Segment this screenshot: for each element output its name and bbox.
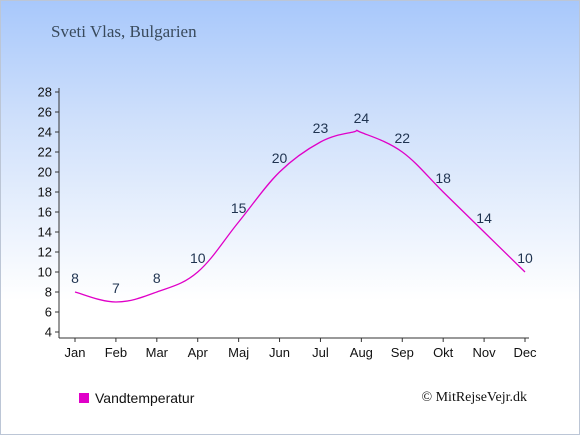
data-label: 24 bbox=[354, 110, 370, 126]
data-label: 10 bbox=[517, 250, 533, 266]
x-tick-label: Jan bbox=[65, 345, 86, 360]
x-tick-label: Jun bbox=[269, 345, 290, 360]
x-tick-label: Okt bbox=[433, 345, 454, 360]
y-tick-label: 4 bbox=[45, 325, 52, 340]
y-tick-label: 14 bbox=[38, 225, 52, 240]
location-title: Sveti Vlas, Bulgarien bbox=[51, 22, 197, 41]
data-label: 23 bbox=[313, 120, 329, 136]
y-tick-label: 20 bbox=[38, 165, 52, 180]
x-tick-label: Mar bbox=[146, 345, 169, 360]
legend-label: Vandtemperatur bbox=[95, 390, 195, 406]
copyright-notice: © MitRejseVejr.dk bbox=[421, 390, 527, 405]
y-tick-label: 26 bbox=[38, 105, 52, 120]
data-label: 7 bbox=[112, 280, 120, 296]
data-label: 8 bbox=[71, 270, 79, 286]
data-label: 20 bbox=[272, 150, 288, 166]
y-tick-label: 8 bbox=[45, 285, 52, 300]
data-label: 22 bbox=[394, 130, 410, 146]
y-tick-label: 10 bbox=[38, 265, 52, 280]
y-tick-label: 6 bbox=[45, 305, 52, 320]
y-tick-label: 24 bbox=[38, 125, 52, 140]
x-tick-label: Sep bbox=[391, 345, 414, 360]
x-tick-label: Aug bbox=[350, 345, 373, 360]
x-tick-label: Nov bbox=[473, 345, 497, 360]
data-label: 18 bbox=[435, 170, 451, 186]
legend-swatch bbox=[79, 393, 89, 403]
y-tick-label: 18 bbox=[38, 185, 52, 200]
y-tick-label: 16 bbox=[38, 205, 52, 220]
x-tick-label: Apr bbox=[188, 345, 209, 360]
data-label: 15 bbox=[231, 200, 247, 216]
data-label: 14 bbox=[476, 210, 492, 226]
y-tick-label: 12 bbox=[38, 245, 52, 260]
x-tick-label: Maj bbox=[228, 345, 249, 360]
water-temperature-line bbox=[74, 129, 526, 303]
y-tick-label: 22 bbox=[38, 145, 52, 160]
x-tick-label: Jul bbox=[312, 345, 329, 360]
x-tick-label: Dec bbox=[513, 345, 537, 360]
legend: Vandtemperatur bbox=[79, 390, 194, 406]
x-tick-label: Feb bbox=[105, 345, 127, 360]
data-label: 10 bbox=[190, 250, 206, 266]
data-label: 8 bbox=[153, 270, 161, 286]
y-tick-label: 28 bbox=[38, 85, 52, 100]
